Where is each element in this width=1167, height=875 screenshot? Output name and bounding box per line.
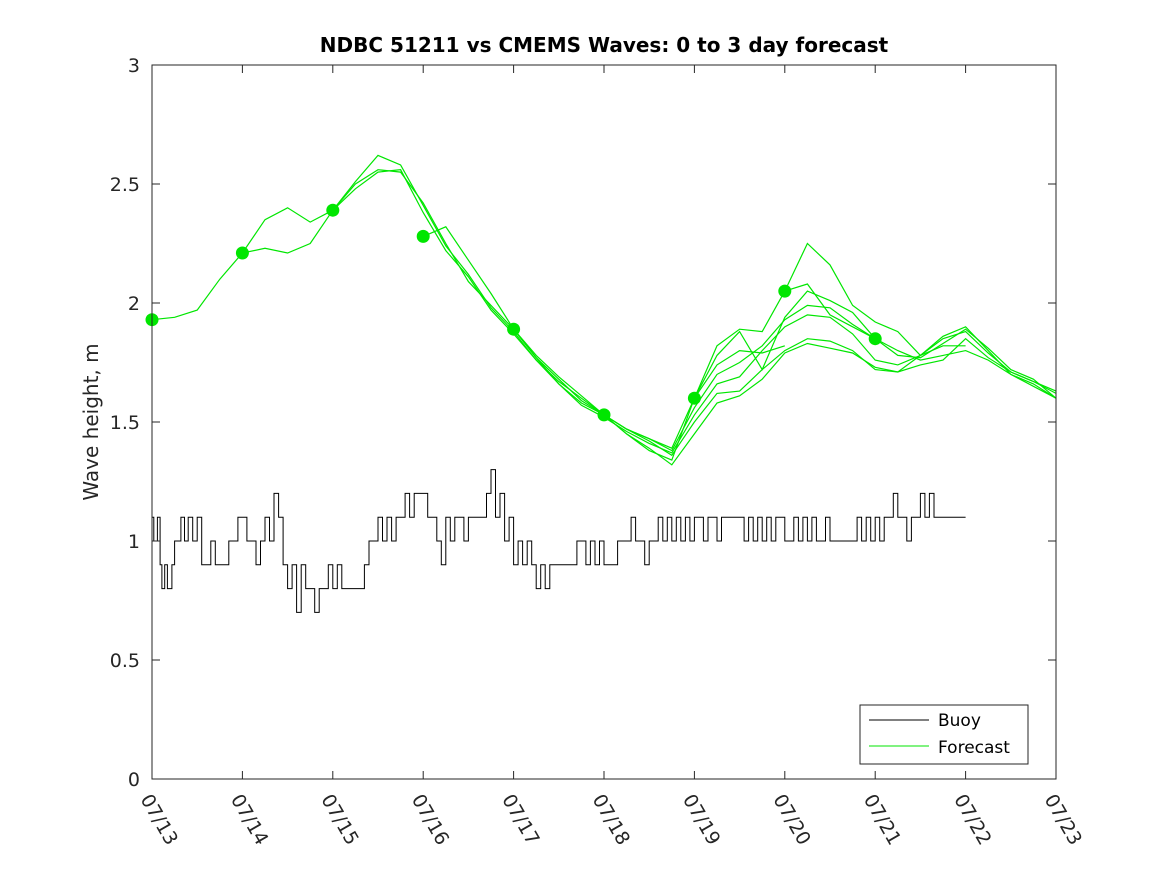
y-tick-label: 2.5 [110, 174, 140, 196]
chart-title: NDBC 51211 vs CMEMS Waves: 0 to 3 day fo… [320, 33, 889, 57]
x-tick-label: 07/14 [226, 791, 272, 849]
forecast-series-line-4 [422, 226, 1057, 457]
forecast-series-line-8 [784, 283, 1057, 399]
buoy-series-line [152, 469, 966, 613]
x-tick-label: 07/21 [859, 791, 905, 849]
forecast-marker-2 [235, 246, 249, 260]
y-tick-label: 2 [128, 293, 140, 315]
y-tick-label: 0.5 [110, 650, 140, 672]
legend-buoy-label: Buoy [938, 711, 981, 731]
x-tick-label: 07/20 [768, 791, 814, 849]
plot-background [152, 65, 1056, 779]
legend: Buoy Forecast [859, 704, 1029, 765]
x-tick-label: 07/16 [407, 791, 453, 849]
y-tick-label: 1 [128, 531, 140, 553]
forecast-series-line-1 [151, 169, 785, 449]
forecast-marker-layer [145, 203, 882, 422]
x-tick-label: 07/17 [497, 791, 543, 849]
x-tick-label: 07/23 [1040, 791, 1086, 849]
forecast-marker-8 [778, 284, 792, 298]
y-axis-label: Wave height, m [79, 343, 103, 500]
x-tick-label: 07/22 [949, 791, 995, 849]
x-tick-label: 07/19 [678, 791, 724, 849]
legend-box [859, 704, 1029, 765]
x-tick-label: 07/13 [136, 791, 182, 849]
forecast-marker-5 [507, 322, 521, 336]
y-tick-label: 1.5 [110, 412, 140, 434]
buoy-series-layer [152, 469, 966, 613]
forecast-series-line-3 [332, 154, 966, 454]
forecast-series-line-2 [241, 169, 876, 452]
forecast-series-line-6 [603, 242, 1057, 461]
y-tick-label: 0 [128, 769, 140, 791]
forecast-marker-7 [687, 391, 701, 405]
x-tick-label: 07/18 [588, 791, 634, 849]
forecast-marker-4 [416, 229, 430, 243]
y-tick-label: 3 [128, 55, 140, 77]
forecast-marker-9 [868, 332, 882, 346]
forecast-marker-3 [326, 203, 340, 217]
x-tick-label: 07/15 [316, 791, 362, 849]
legend-forecast-label: Forecast [938, 738, 1010, 758]
forecast-marker-6 [597, 408, 611, 422]
